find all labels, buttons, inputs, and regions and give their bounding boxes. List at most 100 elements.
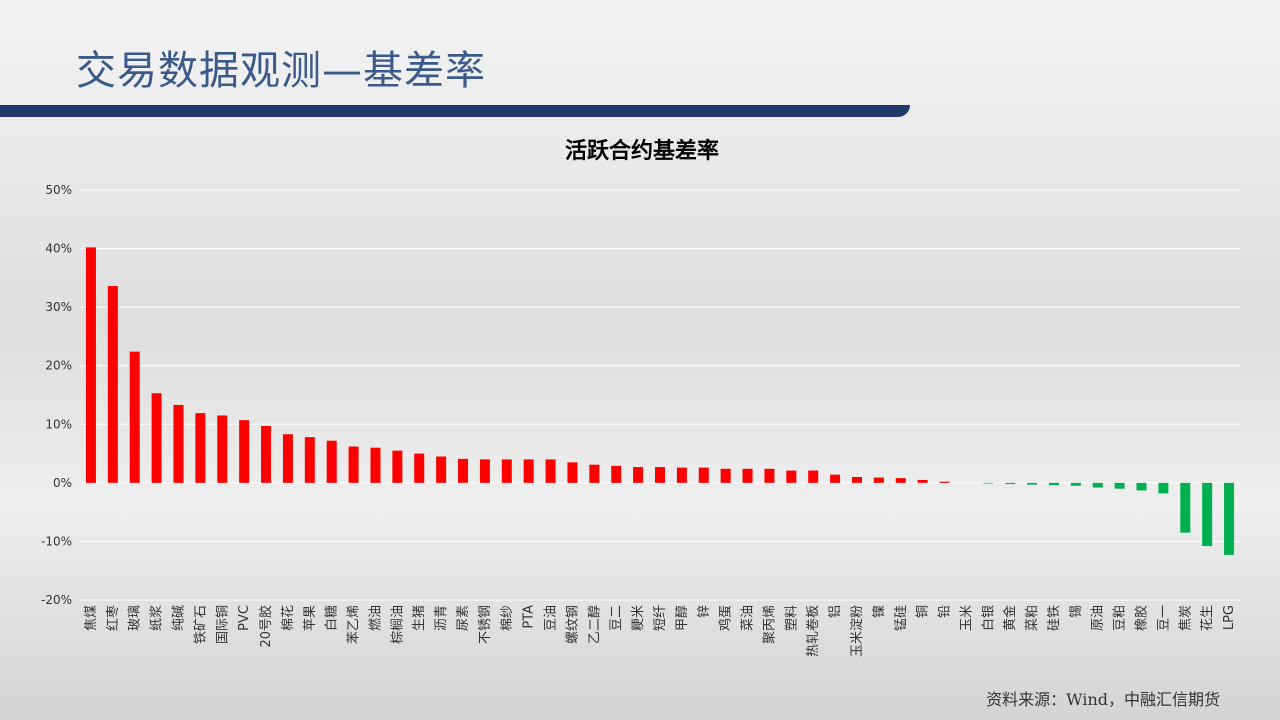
bar (392, 450, 403, 483)
x-tick-label: 棉纱 (500, 605, 515, 631)
bar (545, 459, 556, 483)
bar (567, 462, 578, 483)
bar (1027, 482, 1038, 485)
bar (1048, 482, 1059, 486)
x-tick-label: 甲醇 (674, 605, 690, 631)
bar (1202, 482, 1213, 547)
x-tick-label: 豆二 (609, 605, 624, 631)
x-tick-label: 锌 (697, 605, 712, 618)
x-tick-label: 苹果 (303, 605, 318, 631)
bar (436, 456, 447, 483)
x-tick-label: 玉米 (959, 605, 974, 631)
x-tick-label: 豆一 (1156, 605, 1171, 631)
bar (1158, 482, 1169, 494)
x-tick-label: 玻璃 (128, 605, 143, 631)
bar (217, 415, 228, 483)
bar (370, 447, 381, 483)
x-tick-label: 国际铜 (215, 605, 230, 644)
bar (939, 481, 950, 483)
bar (1005, 482, 1016, 485)
bar (195, 413, 206, 483)
bar (414, 453, 425, 483)
bar (917, 479, 928, 483)
bar (282, 434, 293, 483)
bar (1136, 482, 1147, 491)
y-tick-label: -10% (41, 534, 72, 548)
chart-title: 活跃合约基差率 (565, 138, 719, 164)
x-tick-label: 生猪 (412, 605, 427, 631)
x-tick-label: 铁矿石 (193, 605, 208, 644)
x-tick-label: 白银 (980, 605, 996, 631)
bar (1224, 482, 1235, 555)
y-tick-label: 0% (53, 476, 72, 490)
bar (1180, 482, 1191, 533)
source-note: 资料来源：Wind，中融汇信期货 (986, 690, 1220, 709)
x-tick-label: 沥青 (434, 605, 449, 631)
x-tick-label: 热轧卷板 (805, 605, 821, 657)
x-tick-label: 原油 (1091, 605, 1106, 631)
x-tick-label: PVC (237, 605, 252, 631)
y-tick-label: 50% (45, 183, 72, 197)
bar (676, 467, 687, 483)
bar (611, 465, 622, 483)
x-tick-label: 铅 (938, 605, 953, 618)
x-tick-label: 白糖 (324, 605, 340, 631)
bar (326, 440, 337, 483)
x-tick-label: 短纤 (653, 605, 668, 631)
bar (1092, 482, 1103, 488)
x-tick-label: 塑料 (784, 605, 799, 631)
x-tick-label: 玉米淀粉 (850, 605, 865, 657)
x-tick-label: 黄金 (1002, 605, 1018, 631)
y-tick-label: 20% (45, 359, 72, 373)
bar (458, 458, 469, 483)
x-tick-label: 硅铁 (1047, 605, 1062, 631)
x-tick-label: 花生 (1199, 605, 1215, 631)
x-tick-label: 焦炭 (1178, 605, 1193, 631)
x-tick-label: 乙二醇 (586, 605, 602, 644)
bar (85, 247, 96, 483)
x-tick-label: 铜 (916, 605, 931, 618)
x-tick-label: 螺纹钢 (565, 605, 580, 644)
x-tick-label: 燃油 (367, 605, 383, 631)
x-tick-label: 橡胶 (1134, 605, 1150, 631)
bar (304, 437, 315, 483)
bar (830, 474, 841, 483)
bar (523, 459, 534, 483)
x-tick-label: 鸡蛋 (718, 605, 734, 631)
x-tick-label: 红枣 (105, 605, 121, 631)
bar (1070, 482, 1081, 486)
bar (173, 404, 184, 483)
bar (851, 477, 862, 483)
x-tick-label: LPG (1222, 605, 1237, 630)
bar (808, 470, 819, 483)
x-tick-label: 不锈钢 (478, 605, 493, 644)
x-tick-label: 纸浆 (150, 605, 165, 631)
x-tick-label: 棕榈油 (390, 605, 405, 644)
x-tick-label: 豆油 (544, 605, 559, 631)
bar (895, 478, 906, 483)
x-tick-label: 锰硅 (894, 605, 909, 631)
bar (633, 467, 644, 483)
bar (479, 459, 490, 483)
bar (107, 286, 118, 483)
y-tick-label: 10% (45, 417, 72, 431)
x-tick-label: 锡 (1069, 605, 1084, 618)
x-tick-label: 菜油 (741, 605, 756, 631)
y-tick-label: 30% (45, 300, 72, 314)
x-tick-label: 棉花 (280, 605, 296, 631)
bar (589, 464, 600, 483)
bar (239, 420, 250, 483)
slide-title: 交易数据观测—基差率 (76, 48, 486, 94)
x-tick-label: 聚丙烯 (762, 605, 777, 644)
title-bar (0, 105, 910, 117)
x-tick-label: 苯乙烯 (347, 605, 362, 644)
bar (983, 482, 994, 484)
bar (348, 446, 359, 483)
x-tick-label: 粳米 (631, 605, 646, 631)
bar (873, 477, 884, 483)
bar (501, 459, 512, 483)
x-tick-label: 20号胶 (258, 605, 274, 648)
y-tick-label: 40% (45, 242, 72, 256)
x-tick-label: 铝 (828, 605, 843, 618)
